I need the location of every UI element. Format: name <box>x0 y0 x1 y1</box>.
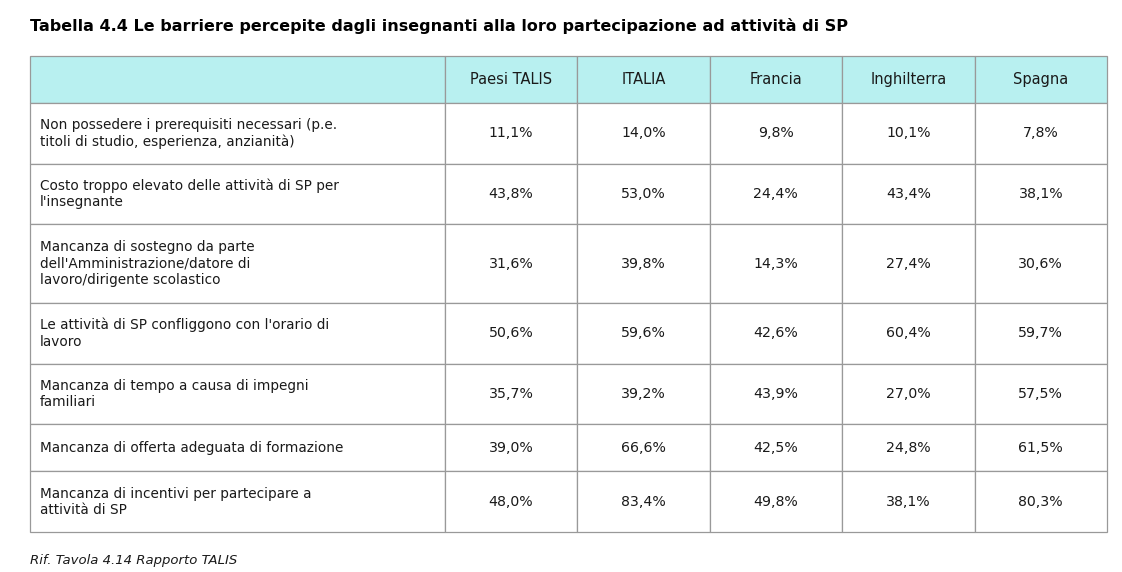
Text: 9,8%: 9,8% <box>758 126 793 141</box>
Bar <box>842 103 975 164</box>
Text: Spagna: Spagna <box>1013 72 1068 87</box>
Text: 39,0%: 39,0% <box>488 441 533 455</box>
Bar <box>975 56 1107 103</box>
Text: 7,8%: 7,8% <box>1023 126 1059 141</box>
Bar <box>975 424 1107 471</box>
Bar <box>30 224 444 303</box>
Bar <box>577 224 709 303</box>
Bar <box>709 424 842 471</box>
Text: Inghilterra: Inghilterra <box>871 72 947 87</box>
Text: 57,5%: 57,5% <box>1019 387 1064 401</box>
Bar <box>444 424 577 471</box>
Bar <box>30 164 444 224</box>
Bar <box>975 164 1107 224</box>
Text: Tabella 4.4 Le barriere percepite dagli insegnanti alla loro partecipazione ad a: Tabella 4.4 Le barriere percepite dagli … <box>30 18 848 34</box>
Text: Francia: Francia <box>749 72 802 87</box>
Text: Mancanza di incentivi per partecipare a
attività di SP: Mancanza di incentivi per partecipare a … <box>40 487 312 517</box>
Text: 59,6%: 59,6% <box>620 326 665 340</box>
Bar <box>577 303 709 364</box>
Text: 38,1%: 38,1% <box>1019 187 1063 201</box>
Text: Non possedere i prerequisiti necessari (p.e.
titoli di studio, esperienza, anzia: Non possedere i prerequisiti necessari (… <box>40 118 337 149</box>
Bar <box>444 56 577 103</box>
Bar <box>709 303 842 364</box>
Text: 43,9%: 43,9% <box>753 387 798 401</box>
Text: 14,0%: 14,0% <box>622 126 665 141</box>
Text: Rif. Tavola 4.14 Rapporto TALIS: Rif. Tavola 4.14 Rapporto TALIS <box>30 554 237 567</box>
Bar <box>842 364 975 424</box>
Text: 80,3%: 80,3% <box>1019 495 1063 509</box>
Bar <box>577 164 709 224</box>
Bar <box>444 224 577 303</box>
Bar <box>842 424 975 471</box>
Bar <box>30 364 444 424</box>
Bar <box>30 471 444 532</box>
Text: 39,8%: 39,8% <box>620 257 665 271</box>
Bar <box>709 471 842 532</box>
Bar <box>975 303 1107 364</box>
Text: Mancanza di sostegno da parte
dell'Amministrazione/datore di
lavoro/dirigente sc: Mancanza di sostegno da parte dell'Ammin… <box>40 240 255 287</box>
Bar <box>709 103 842 164</box>
Bar <box>444 364 577 424</box>
Bar <box>30 303 444 364</box>
Text: 50,6%: 50,6% <box>488 326 533 340</box>
Bar <box>577 364 709 424</box>
Text: 61,5%: 61,5% <box>1019 441 1064 455</box>
Bar <box>709 164 842 224</box>
Text: 27,0%: 27,0% <box>886 387 930 401</box>
Text: 42,5%: 42,5% <box>754 441 798 455</box>
Text: 39,2%: 39,2% <box>620 387 665 401</box>
Bar <box>842 224 975 303</box>
Bar <box>577 471 709 532</box>
Text: ITALIA: ITALIA <box>622 72 665 87</box>
Bar <box>842 56 975 103</box>
Text: 53,0%: 53,0% <box>620 187 665 201</box>
Bar <box>842 164 975 224</box>
Bar <box>444 164 577 224</box>
Bar <box>30 103 444 164</box>
Text: 31,6%: 31,6% <box>488 257 533 271</box>
Bar <box>577 103 709 164</box>
Text: 42,6%: 42,6% <box>754 326 798 340</box>
Text: 49,8%: 49,8% <box>754 495 798 509</box>
Text: 66,6%: 66,6% <box>620 441 665 455</box>
Text: Paesi TALIS: Paesi TALIS <box>470 72 552 87</box>
Bar <box>709 364 842 424</box>
Bar <box>975 364 1107 424</box>
Bar <box>975 224 1107 303</box>
Text: 11,1%: 11,1% <box>488 126 533 141</box>
Bar <box>842 471 975 532</box>
Text: 10,1%: 10,1% <box>886 126 930 141</box>
Text: 38,1%: 38,1% <box>886 495 930 509</box>
Text: 43,8%: 43,8% <box>488 187 533 201</box>
Bar <box>444 103 577 164</box>
Text: 35,7%: 35,7% <box>488 387 533 401</box>
Text: Costo troppo elevato delle attività di SP per
l'insegnante: Costo troppo elevato delle attività di S… <box>40 178 339 209</box>
Text: 24,4%: 24,4% <box>754 187 798 201</box>
Text: 43,4%: 43,4% <box>886 187 931 201</box>
Bar <box>975 103 1107 164</box>
Text: 24,8%: 24,8% <box>886 441 930 455</box>
Bar <box>709 224 842 303</box>
Text: Le attività di SP confliggono con l'orario di
lavoro: Le attività di SP confliggono con l'orar… <box>40 318 329 349</box>
Text: Mancanza di offerta adeguata di formazione: Mancanza di offerta adeguata di formazio… <box>40 441 343 455</box>
Text: 14,3%: 14,3% <box>754 257 798 271</box>
Bar <box>30 424 444 471</box>
Text: 30,6%: 30,6% <box>1019 257 1064 271</box>
Bar <box>842 303 975 364</box>
Text: 48,0%: 48,0% <box>488 495 533 509</box>
Bar <box>577 56 709 103</box>
Bar <box>444 471 577 532</box>
Text: Mancanza di tempo a causa di impegni
familiari: Mancanza di tempo a causa di impegni fam… <box>40 379 309 409</box>
Bar <box>30 56 444 103</box>
Bar <box>709 56 842 103</box>
Bar <box>577 424 709 471</box>
Bar <box>444 303 577 364</box>
Text: 83,4%: 83,4% <box>620 495 665 509</box>
Text: 27,4%: 27,4% <box>886 257 930 271</box>
Bar <box>975 471 1107 532</box>
Text: 60,4%: 60,4% <box>886 326 930 340</box>
Text: 59,7%: 59,7% <box>1019 326 1064 340</box>
